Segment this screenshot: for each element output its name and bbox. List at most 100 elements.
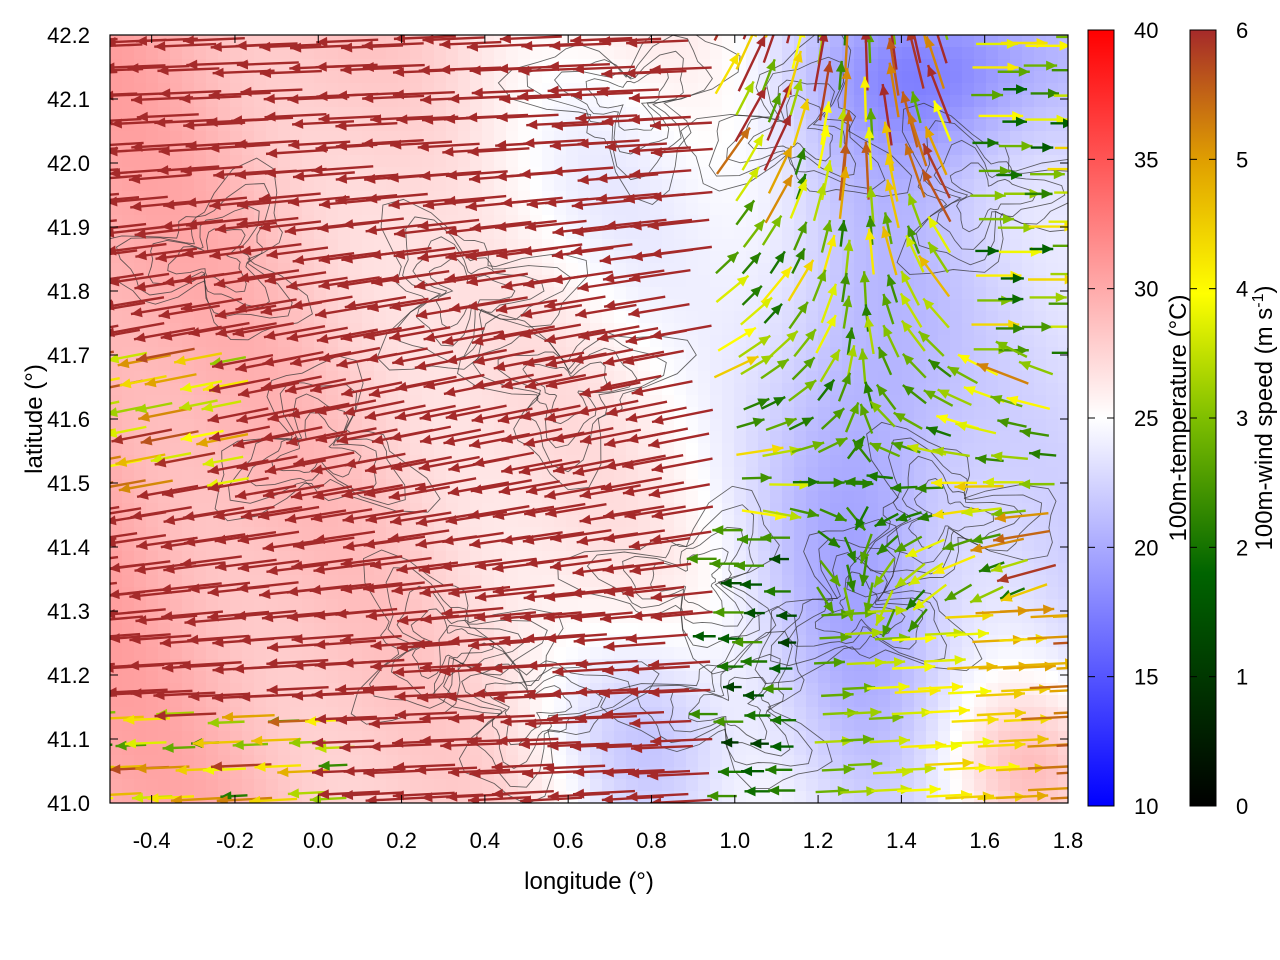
heatmap-cell [698, 59, 711, 72]
heatmap-cell [698, 611, 711, 624]
heatmap-cell [398, 779, 411, 792]
heatmap-cell [578, 71, 591, 84]
heatmap-cell [866, 155, 879, 168]
heatmap-cell [110, 359, 123, 372]
heatmap-cell [410, 95, 423, 108]
heatmap-cell [698, 443, 711, 456]
heatmap-cell [218, 59, 231, 72]
heatmap-cell [770, 539, 783, 552]
heatmap-cell [710, 407, 723, 420]
heatmap-cell [362, 599, 375, 612]
heatmap-cell [146, 47, 159, 60]
heatmap-cell [518, 707, 531, 720]
heatmap-cell [662, 647, 675, 660]
heatmap-cell [410, 179, 423, 192]
heatmap-cell [962, 407, 975, 420]
heatmap-cell [134, 527, 147, 540]
heatmap-cell [974, 167, 987, 180]
heatmap-cell [194, 287, 207, 300]
heatmap-cell [686, 779, 699, 792]
heatmap-cell [578, 443, 591, 456]
heatmap-cell [950, 47, 963, 60]
heatmap-cell [866, 275, 879, 288]
heatmap-cell [386, 179, 399, 192]
heatmap-cell [302, 239, 315, 252]
heatmap-cell [422, 443, 435, 456]
heatmap-cell [554, 395, 567, 408]
heatmap-cell [722, 491, 735, 504]
heatmap-cell [698, 95, 711, 108]
heatmap-cell [638, 731, 651, 744]
heatmap-cell [974, 467, 987, 480]
heatmap-cell [662, 551, 675, 564]
heatmap-cell [278, 575, 291, 588]
heatmap-cell [806, 47, 819, 60]
heatmap-cell [326, 779, 339, 792]
heatmap-cell [590, 155, 603, 168]
heatmap-cell [650, 755, 663, 768]
heatmap-cell [470, 131, 483, 144]
heatmap-cell [194, 599, 207, 612]
heatmap-cell [914, 275, 927, 288]
heatmap-cell [374, 371, 387, 384]
heatmap-cell [710, 755, 723, 768]
heatmap-cell [446, 131, 459, 144]
heatmap-cell [230, 71, 243, 84]
heatmap-cell [278, 179, 291, 192]
heatmap-cell [866, 371, 879, 384]
heatmap-cell [794, 563, 807, 576]
heatmap-cell [734, 371, 747, 384]
heatmap-cell [962, 287, 975, 300]
heatmap-cell [242, 191, 255, 204]
heatmap-cell [206, 47, 219, 60]
heatmap-cell [182, 551, 195, 564]
heatmap-cell [950, 755, 963, 768]
heatmap-cell [422, 395, 435, 408]
heatmap-cell [554, 599, 567, 612]
heatmap-cell [734, 395, 747, 408]
heatmap-cell [734, 383, 747, 396]
heatmap-cell [446, 527, 459, 540]
heatmap-cell [902, 167, 915, 180]
heatmap-cell [314, 419, 327, 432]
heatmap-cell [698, 287, 711, 300]
heatmap-cell [158, 179, 171, 192]
heatmap-cell [686, 467, 699, 480]
heatmap-cell [170, 587, 183, 600]
heatmap-cell [578, 755, 591, 768]
heatmap-cell [1022, 671, 1035, 684]
heatmap-cell [602, 539, 615, 552]
heatmap-cell [518, 443, 531, 456]
heatmap-cell [794, 455, 807, 468]
heatmap-cell [962, 623, 975, 636]
heatmap-cell [890, 527, 903, 540]
heatmap-cell [710, 443, 723, 456]
heatmap-cell [554, 623, 567, 636]
heatmap-cell [734, 599, 747, 612]
heatmap-cell [854, 467, 867, 480]
heatmap-cell [338, 227, 351, 240]
heatmap-cell [230, 671, 243, 684]
heatmap-cell [386, 731, 399, 744]
heatmap-cell [710, 323, 723, 336]
heatmap-cell [290, 179, 303, 192]
heatmap-cell [1034, 419, 1047, 432]
heatmap-cell [782, 587, 795, 600]
heatmap-cell [674, 671, 687, 684]
heatmap-cell [494, 755, 507, 768]
heatmap-cell [134, 443, 147, 456]
heatmap-cell [302, 59, 315, 72]
heatmap-cell [710, 227, 723, 240]
heatmap-cell [278, 59, 291, 72]
heatmap-cell [986, 263, 999, 276]
heatmap-cell [806, 299, 819, 312]
heatmap-cell [902, 455, 915, 468]
heatmap-cell [914, 647, 927, 660]
heatmap-cell [110, 287, 123, 300]
heatmap-cell [782, 551, 795, 564]
heatmap-cell [278, 167, 291, 180]
heatmap-cell [638, 119, 651, 132]
heatmap-cell [974, 287, 987, 300]
heatmap-cell [674, 239, 687, 252]
heatmap-cell [338, 71, 351, 84]
